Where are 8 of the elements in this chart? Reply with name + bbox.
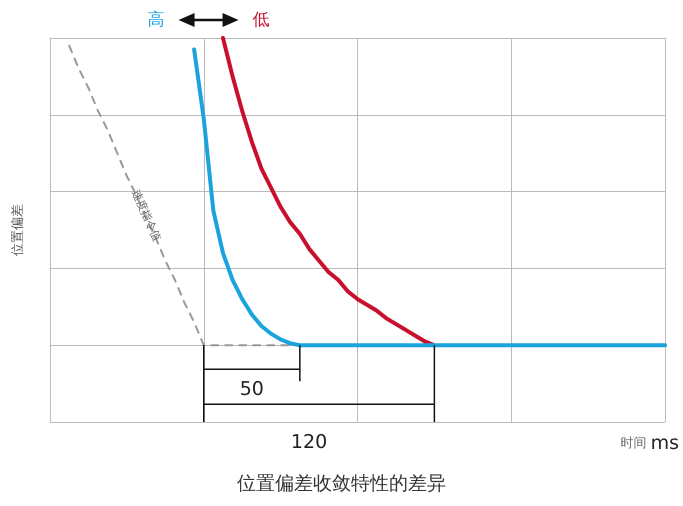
text: 高: [148, 10, 165, 30]
text: 低: [252, 10, 270, 30]
x-axis-title: 时间 ms: [620, 432, 679, 454]
annotation: 50: [240, 378, 264, 400]
y-axis-title: 位置偏差: [10, 204, 26, 256]
text: 位置偏差收敛特性的差异: [237, 472, 446, 494]
text: 120: [290, 431, 328, 453]
annotation: 速度指令值: [129, 188, 164, 244]
